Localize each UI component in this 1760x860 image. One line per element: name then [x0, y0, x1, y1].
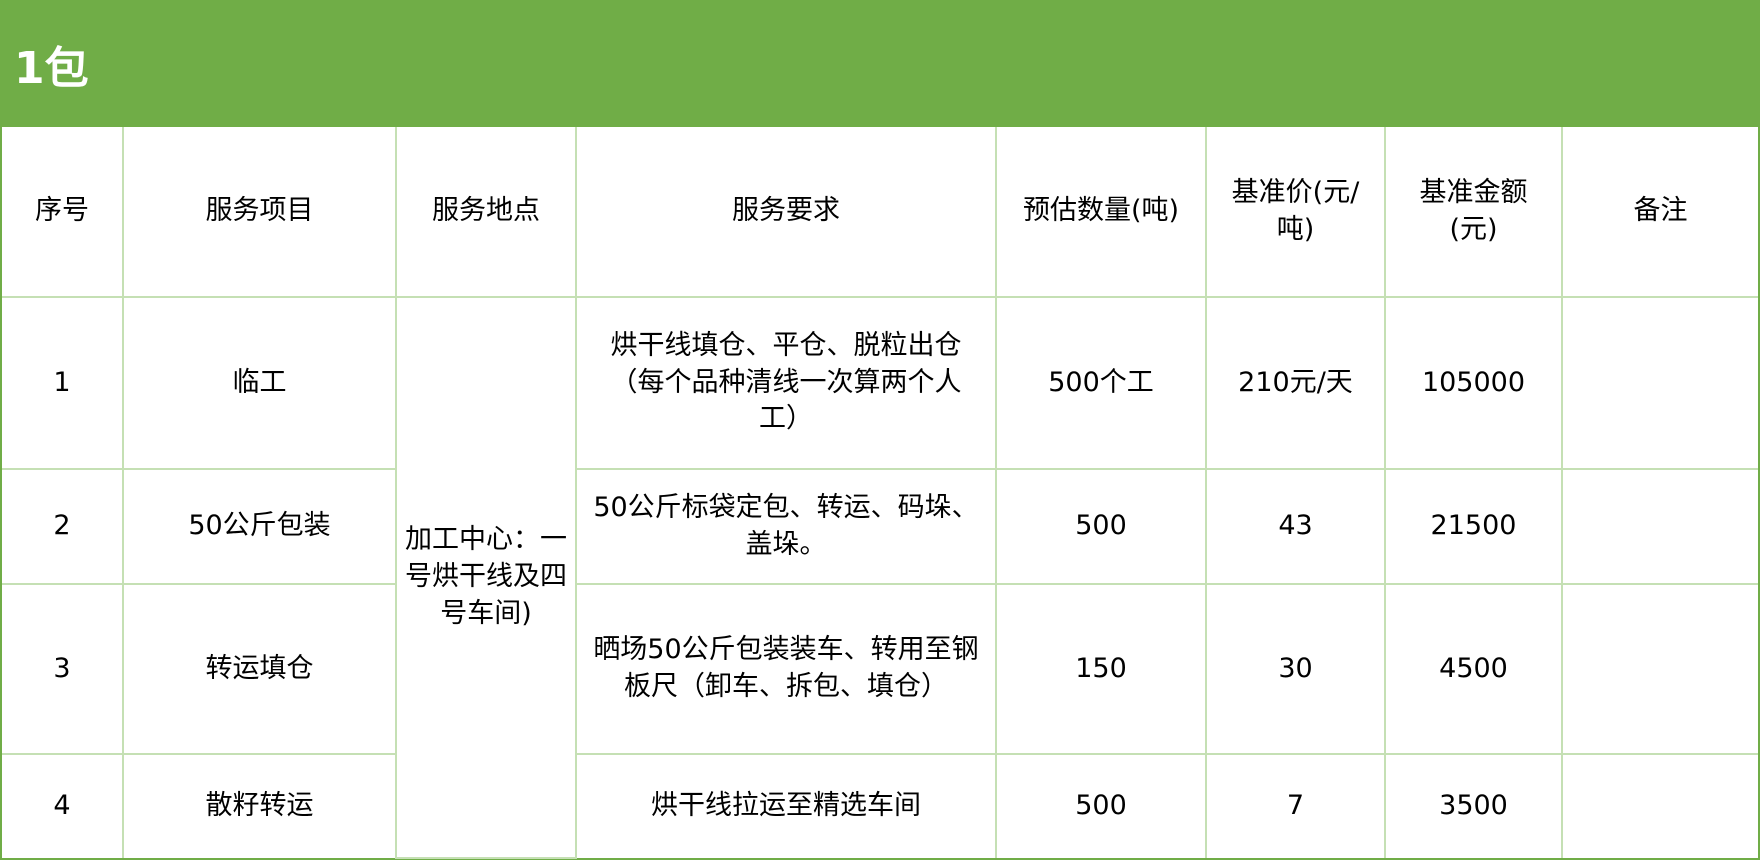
col-header-no: 序号: [2, 127, 124, 298]
table-row: 1 临工 加工中心：一号烘干线及四号车间) 烘干线填仓、平仓、脱粒出仓（每个品种…: [2, 296, 1758, 859]
table-row: 4 散籽转运 烘干线拉运至精选车间 500 7 3500: [2, 753, 1758, 858]
cell-item: 散籽转运: [122, 753, 397, 858]
cell-amount: 21500: [1384, 468, 1563, 585]
cell-requirement: 烘干线填仓、平仓、脱粒出仓（每个品种清线一次算两个人工）: [575, 296, 997, 470]
cell-price: 30: [1205, 583, 1386, 755]
cell-quantity: 500: [995, 468, 1207, 585]
service-table: 序号 服务项目 服务地点 服务要求 预估数量(吨) 基准价(元/吨) 基准金额(…: [2, 127, 1758, 859]
cell-requirement: 晒场50公斤包装装车、转用至钢板尺（卸车、拆包、填仓）: [575, 583, 997, 755]
cell-requirement: 50公斤标袋定包、转运、码垛、盖垛。: [575, 468, 997, 585]
col-header-quantity: 预估数量(吨): [995, 127, 1207, 298]
cell-price: 7: [1205, 753, 1386, 858]
cell-no: 3: [2, 583, 124, 755]
cell-no: 2: [2, 468, 124, 585]
section-header: 1包: [0, 0, 1760, 127]
col-header-note: 备注: [1561, 127, 1758, 298]
cell-amount: 3500: [1384, 753, 1563, 858]
cell-amount: 105000: [1384, 296, 1563, 470]
col-header-item: 服务项目: [122, 127, 397, 298]
cell-item: 50公斤包装: [122, 468, 397, 585]
col-header-price: 基准价(元/吨): [1205, 127, 1386, 298]
cell-price: 43: [1205, 468, 1386, 585]
cell-item: 转运填仓: [122, 583, 397, 755]
col-header-requirement: 服务要求: [575, 127, 997, 298]
table-row: 2 50公斤包装 50公斤标袋定包、转运、码垛、盖垛。 500 43 21500: [2, 468, 1758, 585]
cell-requirement: 烘干线拉运至精选车间: [575, 753, 997, 858]
col-header-location: 服务地点: [395, 127, 577, 298]
col-header-amount: 基准金额(元): [1384, 127, 1563, 298]
cell-note: [1561, 468, 1758, 585]
cell-quantity: 150: [995, 583, 1207, 755]
cell-quantity: 500: [995, 753, 1207, 858]
cell-note: [1561, 753, 1758, 858]
cell-note: [1561, 296, 1758, 470]
cell-quantity: 500个工: [995, 296, 1207, 470]
cell-no: 4: [2, 753, 124, 858]
table-row: 3 转运填仓 晒场50公斤包装装车、转用至钢板尺（卸车、拆包、填仓） 150 3…: [2, 583, 1758, 755]
cell-no: 1: [2, 296, 124, 470]
cell-item: 临工: [122, 296, 397, 470]
service-table-container: 序号 服务项目 服务地点 服务要求 预估数量(吨) 基准价(元/吨) 基准金额(…: [0, 127, 1760, 860]
cell-location: 加工中心：一号烘干线及四号车间): [395, 296, 577, 859]
cell-note: [1561, 583, 1758, 755]
section-title: 1包: [14, 42, 89, 94]
header-row: 序号 服务项目 服务地点 服务要求 预估数量(吨) 基准价(元/吨) 基准金额(…: [2, 127, 1758, 298]
cell-amount: 4500: [1384, 583, 1563, 755]
cell-price: 210元/天: [1205, 296, 1386, 470]
